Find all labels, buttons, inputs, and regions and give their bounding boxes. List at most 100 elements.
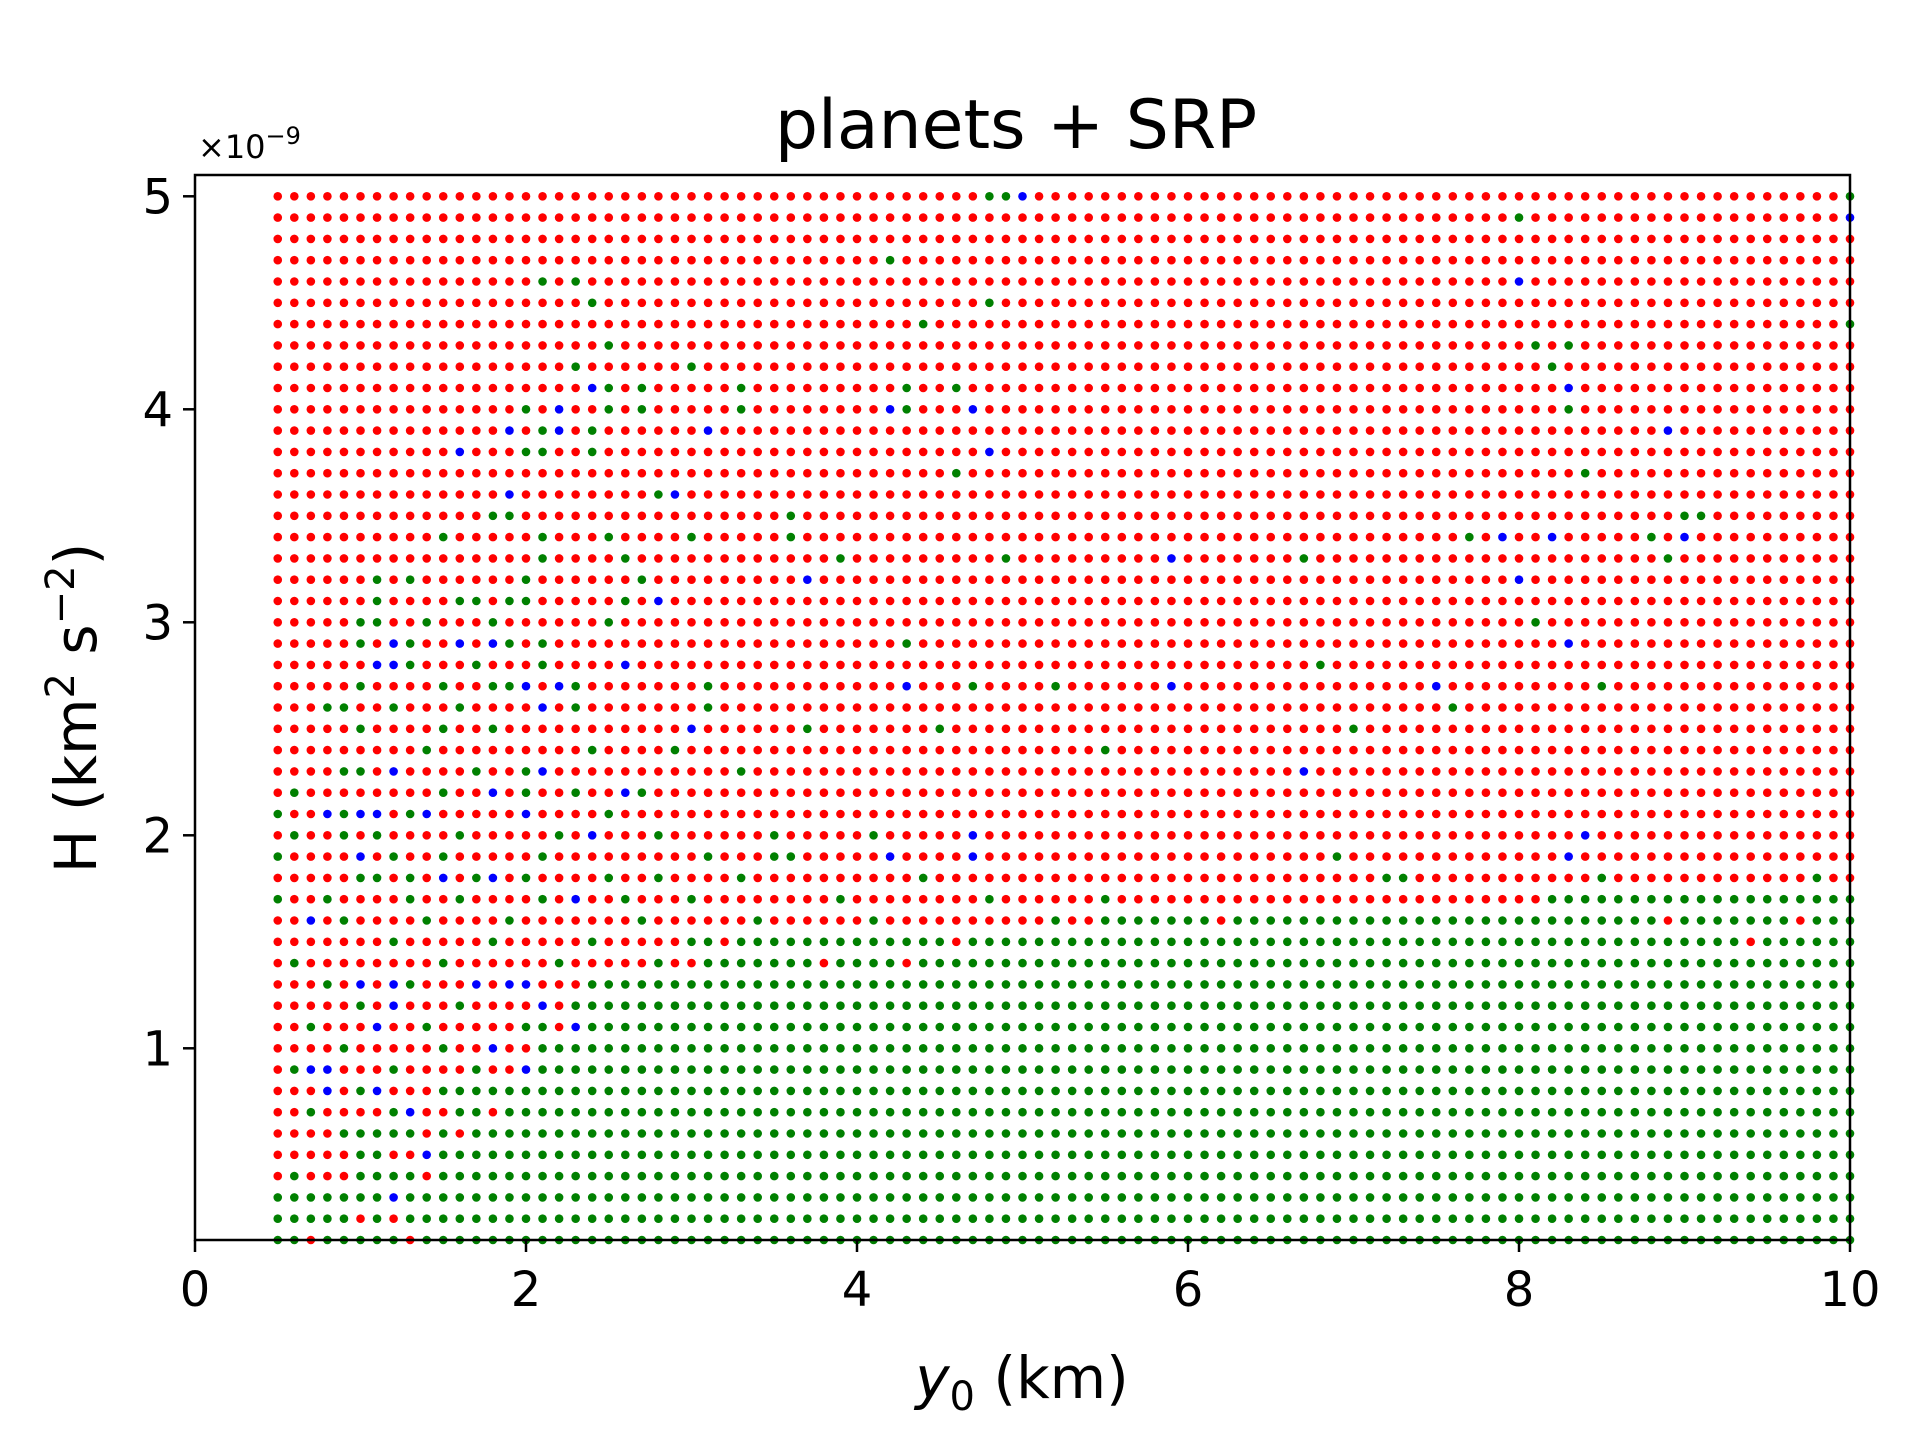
data-point-red (1183, 596, 1193, 606)
data-point-red (654, 916, 663, 925)
data-point-green (1597, 873, 1607, 883)
data-point-green (1531, 1150, 1540, 1160)
data-point-red (769, 809, 779, 819)
data-point-green (1597, 958, 1607, 968)
data-point-red (372, 1107, 382, 1117)
data-point-blue (554, 405, 564, 414)
data-point-red (273, 767, 283, 776)
data-point-green (1713, 958, 1722, 968)
data-point-red (1829, 745, 1838, 755)
data-point-red (968, 724, 978, 734)
data-point-red (1796, 767, 1805, 776)
data-point-green (1001, 192, 1011, 201)
data-point-green (339, 809, 349, 819)
data-point-red (1547, 681, 1557, 691)
data-point-red (339, 894, 349, 904)
data-point-red (422, 383, 432, 393)
data-point-red (935, 831, 945, 840)
data-point-red (1365, 639, 1375, 648)
data-point-red (1365, 192, 1375, 201)
data-point-red (1729, 809, 1739, 819)
data-point-red (1200, 319, 1209, 329)
data-point-green (405, 980, 415, 989)
data-point-red (918, 213, 928, 222)
data-point-red (769, 319, 779, 329)
data-point-red (769, 724, 779, 734)
data-point-red (687, 511, 696, 521)
data-point-green (753, 1107, 762, 1117)
data-point-red (637, 255, 647, 265)
data-point-red (836, 255, 845, 265)
data-point-blue (703, 426, 713, 435)
data-point-red (703, 255, 713, 265)
data-point-red (670, 468, 680, 478)
data-point-red (1812, 383, 1822, 393)
data-point-green (1663, 1065, 1673, 1074)
data-point-red (505, 937, 514, 947)
data-point-green (455, 1150, 465, 1160)
data-point-red (1332, 767, 1342, 776)
data-point-red (1117, 618, 1127, 627)
data-point-red (703, 319, 713, 329)
data-point-red (1266, 341, 1276, 350)
data-point-red (1812, 468, 1822, 478)
data-point-red (1514, 788, 1524, 797)
data-point-red (852, 490, 862, 499)
data-point-red (538, 980, 547, 989)
data-point-green (1233, 937, 1242, 947)
data-point-red (356, 937, 365, 947)
data-point-red (1134, 213, 1143, 222)
data-point-green (1779, 1022, 1789, 1032)
data-point-red (1564, 362, 1573, 372)
data-point-red (505, 319, 514, 329)
data-point-green (1266, 1022, 1276, 1032)
data-point-green (538, 639, 547, 648)
data-point-red (1134, 319, 1143, 329)
data-point-green (819, 1171, 829, 1181)
data-point-red (323, 298, 332, 308)
data-point-red (1448, 341, 1458, 350)
data-point-green (819, 1022, 829, 1032)
data-point-red (521, 554, 531, 563)
data-point-red (736, 745, 746, 755)
data-point-red (935, 277, 945, 286)
data-point-green (1100, 1065, 1110, 1074)
data-point-red (836, 532, 845, 542)
data-point-green (654, 1214, 663, 1223)
data-point-red (1779, 405, 1789, 414)
data-point-red (1150, 319, 1160, 329)
data-point-green (703, 852, 713, 861)
data-point-green (836, 1171, 845, 1181)
data-point-red (372, 767, 382, 776)
data-point-red (1299, 575, 1309, 584)
data-point-red (1233, 724, 1242, 734)
data-point-green (1018, 980, 1027, 989)
data-point-green (1531, 1171, 1540, 1181)
data-point-red (1249, 809, 1259, 819)
data-point-red (1084, 341, 1093, 350)
data-point-green (1779, 1150, 1789, 1160)
data-point-green (1134, 1214, 1143, 1223)
y-axis-main: H (km (42, 698, 110, 873)
data-point-red (1200, 277, 1209, 286)
data-point-red (323, 1001, 332, 1010)
data-point-red (339, 234, 349, 244)
data-point-green (1746, 1107, 1755, 1117)
data-point-green (604, 341, 614, 350)
data-point-green (985, 1001, 994, 1010)
data-point-green (885, 1086, 895, 1096)
data-point-red (1663, 532, 1673, 542)
data-point-green (1729, 1044, 1739, 1053)
data-point-green (1183, 1171, 1193, 1181)
data-point-green (1498, 980, 1507, 989)
data-point-red (1316, 341, 1325, 350)
data-point-green (1100, 894, 1110, 904)
data-point-green (323, 703, 332, 712)
data-point-red (736, 618, 746, 627)
data-point-red (554, 618, 564, 627)
data-point-green (1249, 1150, 1259, 1160)
data-point-green (1150, 1171, 1160, 1181)
data-point-red (852, 894, 862, 904)
data-point-green (1481, 1086, 1491, 1096)
data-point-green (918, 1150, 928, 1160)
